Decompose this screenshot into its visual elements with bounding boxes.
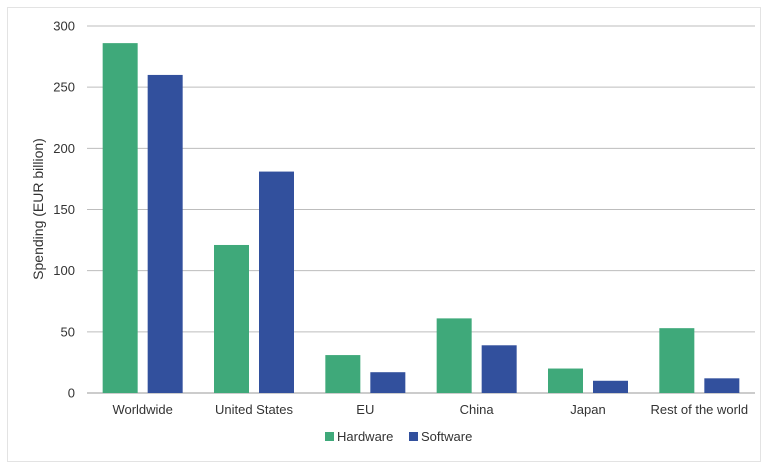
bar-hardware-rest-of-the-world — [659, 328, 695, 393]
y-tick-label: 300 — [53, 19, 75, 34]
bar-software-rest-of-the-world — [704, 378, 740, 393]
y-tick-label: 50 — [61, 324, 75, 339]
y-tick-label: 150 — [53, 202, 75, 217]
bar-software-eu — [370, 372, 406, 393]
legend: Hardware Software — [325, 429, 472, 444]
y-axis-ticks: 0 50 100 150 200 250 300 — [53, 19, 75, 401]
x-tick-label: China — [460, 402, 495, 417]
x-tick-label: Japan — [570, 402, 605, 417]
legend-swatch-software — [409, 432, 418, 441]
bar-hardware-eu — [325, 355, 361, 393]
bar-software-japan — [593, 380, 628, 393]
x-tick-label: Rest of the world — [651, 402, 749, 417]
y-tick-label: 200 — [53, 141, 75, 156]
bar-hardware-worldwide — [102, 43, 138, 393]
x-tick-label: United States — [215, 402, 294, 417]
legend-swatch-hardware — [325, 432, 334, 441]
bar-hardware-china — [436, 318, 472, 393]
y-tick-label: 250 — [53, 80, 75, 95]
legend-label-hardware: Hardware — [337, 429, 393, 444]
legend-label-software: Software — [421, 429, 472, 444]
bar-software-china — [481, 345, 517, 393]
gridlines — [87, 25, 755, 394]
x-tick-label: Worldwide — [112, 402, 172, 417]
bar-software-worldwide — [147, 74, 183, 393]
y-axis-title: Spending (EUR billion) — [30, 138, 46, 280]
x-tick-label: EU — [356, 402, 374, 417]
y-tick-label: 100 — [53, 263, 75, 278]
bar-hardware-united-states — [214, 244, 249, 393]
y-tick-label: 0 — [68, 386, 75, 401]
x-axis-ticks: Worldwide United States EU China Japan Rest o… — [112, 402, 748, 417]
bar-software-united-states — [259, 171, 294, 393]
bar-hardware-japan — [548, 368, 583, 393]
bars — [102, 43, 740, 393]
